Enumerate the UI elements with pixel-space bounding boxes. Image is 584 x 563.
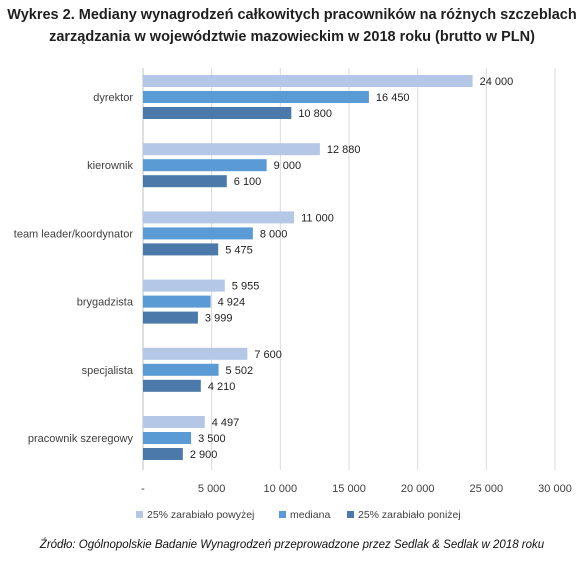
bar (143, 448, 183, 460)
data-label: 10 800 (298, 108, 332, 120)
x-tick-label: 15 000 (332, 483, 366, 495)
bar (143, 295, 211, 308)
category-label: dyrektor (93, 92, 133, 104)
x-tick-label: 5 000 (198, 483, 226, 495)
bar (143, 91, 369, 103)
category-label: kierownik (87, 160, 133, 172)
data-label: 5 502 (226, 365, 254, 377)
x-tick-label: 10 000 (264, 483, 298, 495)
source-note: Źródło: Ogólnopolskie Badanie Wynagrodze… (39, 539, 545, 551)
legend-label: 25% zarabiało powyżej (147, 509, 254, 521)
bar (143, 75, 473, 87)
bar (143, 143, 320, 156)
legend-swatch (279, 511, 286, 518)
bar (143, 227, 253, 240)
legend-label: mediana (290, 509, 330, 521)
category-label: pracownik szeregowy (28, 433, 134, 445)
x-tick-label: - (141, 483, 145, 495)
data-label: 16 450 (376, 92, 410, 104)
x-tick-label: 30 000 (538, 483, 572, 495)
bar (143, 432, 192, 444)
data-label: 9 000 (274, 160, 302, 172)
x-tick-label: 20 000 (401, 483, 435, 495)
category-label: team leader/koordynator (14, 228, 134, 240)
data-label: 4 210 (208, 381, 236, 393)
data-label: 5 475 (225, 244, 253, 256)
data-label: 8 000 (260, 228, 288, 240)
chart-title: Wykres 2. Mediany wynagrodzeń całkowityc… (0, 4, 584, 48)
bar (143, 311, 198, 324)
legend-swatch (347, 511, 354, 518)
data-label: 4 924 (218, 297, 246, 309)
legend-swatch (136, 511, 143, 518)
data-label: 5 955 (232, 281, 260, 293)
x-tick-label: 25 000 (470, 483, 504, 495)
data-label: 3 999 (205, 313, 233, 325)
bar (143, 107, 292, 119)
legend-label: 25% zarabiało poniżej (358, 509, 461, 521)
data-label: 11 000 (301, 212, 334, 224)
data-label: 12 880 (327, 144, 361, 156)
bar (143, 363, 219, 376)
data-label: 3 500 (198, 433, 226, 445)
chart-title-line-2: zarządzania w województwie mazowieckim w… (49, 29, 535, 45)
bar (143, 211, 295, 224)
bar (143, 159, 267, 172)
bar (143, 175, 227, 188)
data-label: 7 600 (254, 349, 282, 361)
bar (143, 279, 225, 292)
data-label: 24 000 (480, 76, 514, 88)
data-label: 6 100 (234, 176, 262, 188)
category-label: brygadzista (77, 297, 134, 309)
bar (143, 243, 219, 256)
category-label: specjalista (82, 365, 134, 377)
bar (143, 347, 248, 360)
bar (143, 416, 205, 428)
chart-title-line-1: Wykres 2. Mediany wynagrodzeń całkowityc… (7, 7, 577, 23)
data-label: 4 497 (212, 417, 240, 429)
data-label: 2 900 (190, 449, 218, 461)
bar (143, 379, 201, 392)
